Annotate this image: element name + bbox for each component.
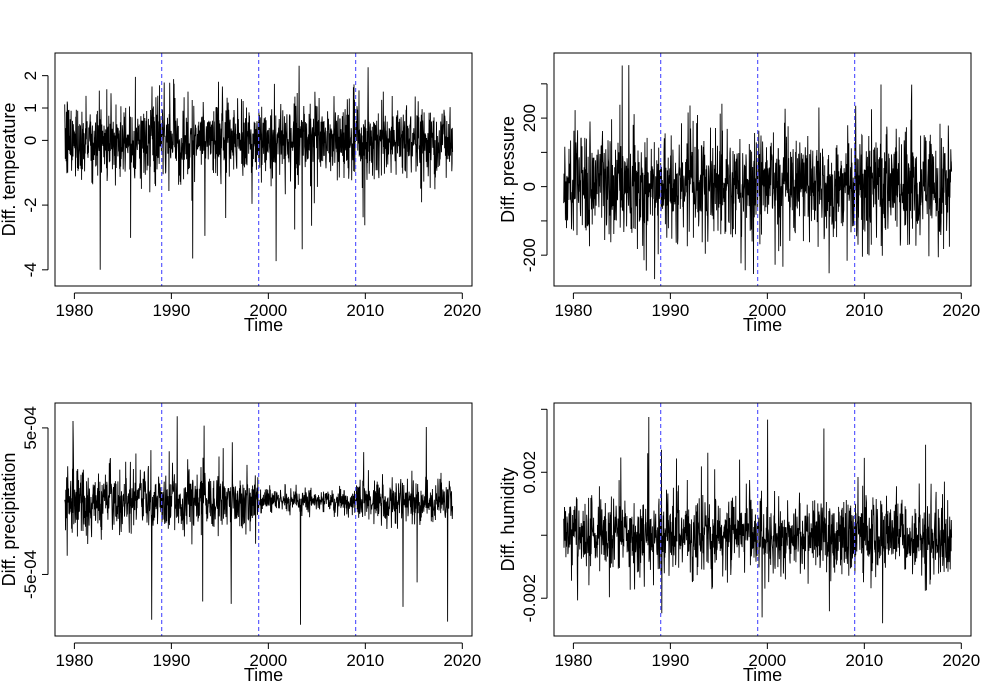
y-tick-label: -5e-04 (21, 550, 40, 599)
x-tick-label: 1980 (554, 651, 592, 670)
panel-1: 1980 1990 2000 2010 2020 Time -4 -2 0 1 2 Diff. tem… (0, 52, 481, 335)
y-tick-label: 1 (21, 103, 40, 112)
x-tick-label: 1990 (651, 651, 689, 670)
x-axis-label: Time (244, 665, 283, 685)
x-tick-label: 1980 (554, 301, 592, 320)
x-tick-label: 1990 (152, 301, 190, 320)
x-tick-label: 2020 (942, 301, 980, 320)
x-tick-label: 1990 (651, 301, 689, 320)
y-axis-label: Diff. temperature (0, 103, 19, 237)
y-tick-label: 5e-04 (21, 406, 40, 449)
y-axis-label: Diff. precipitation (0, 453, 19, 587)
y-tick-label: -200 (520, 238, 539, 272)
y-tick-label: 0 (21, 136, 40, 145)
plot-frame (54, 52, 473, 287)
y-tick-label: 200 (520, 104, 539, 132)
x-tick-label: 2000 (748, 301, 786, 320)
plot-frame (553, 402, 972, 637)
x-tick-label: 1980 (55, 651, 93, 670)
x-tick-label: 2020 (942, 651, 980, 670)
x-tick-label: 2000 (748, 651, 786, 670)
x-tick-label: 2000 (249, 651, 287, 670)
x-axis-label: Time (743, 665, 782, 685)
x-tick-label: 2020 (443, 301, 481, 320)
x-tick-label: 2000 (249, 301, 287, 320)
x-tick-label: 1990 (152, 651, 190, 670)
y-axis-label: Diff. humidity (498, 468, 518, 572)
x-tick-label: 2010 (845, 651, 883, 670)
panel-3: 1980 1990 2000 2010 2020 Time -5e-04 5e-04Diff.… (0, 402, 481, 685)
x-tick-label: 2020 (443, 651, 481, 670)
plot-frame (54, 402, 473, 637)
x-tick-label: 1980 (55, 301, 93, 320)
y-tick-label: 0.002 (520, 451, 539, 494)
y-tick-label: -4 (21, 262, 40, 277)
plot-frame (553, 52, 972, 287)
y-tick-label: -2 (21, 198, 40, 213)
x-tick-label: 2010 (346, 651, 384, 670)
x-axis-label: Time (743, 315, 782, 335)
panel-4: 1980 1990 2000 2010 2020 Time -0.002 0.002Diff.… (498, 402, 980, 685)
y-axis-label: Diff. pressure (498, 116, 518, 223)
y-tick-label: 0 (520, 182, 539, 191)
y-tick-label: 2 (21, 71, 40, 80)
x-axis-label: Time (244, 315, 283, 335)
x-tick-label: 2010 (845, 301, 883, 320)
y-tick-label: -0.002 (520, 574, 539, 622)
x-tick-label: 2010 (346, 301, 384, 320)
